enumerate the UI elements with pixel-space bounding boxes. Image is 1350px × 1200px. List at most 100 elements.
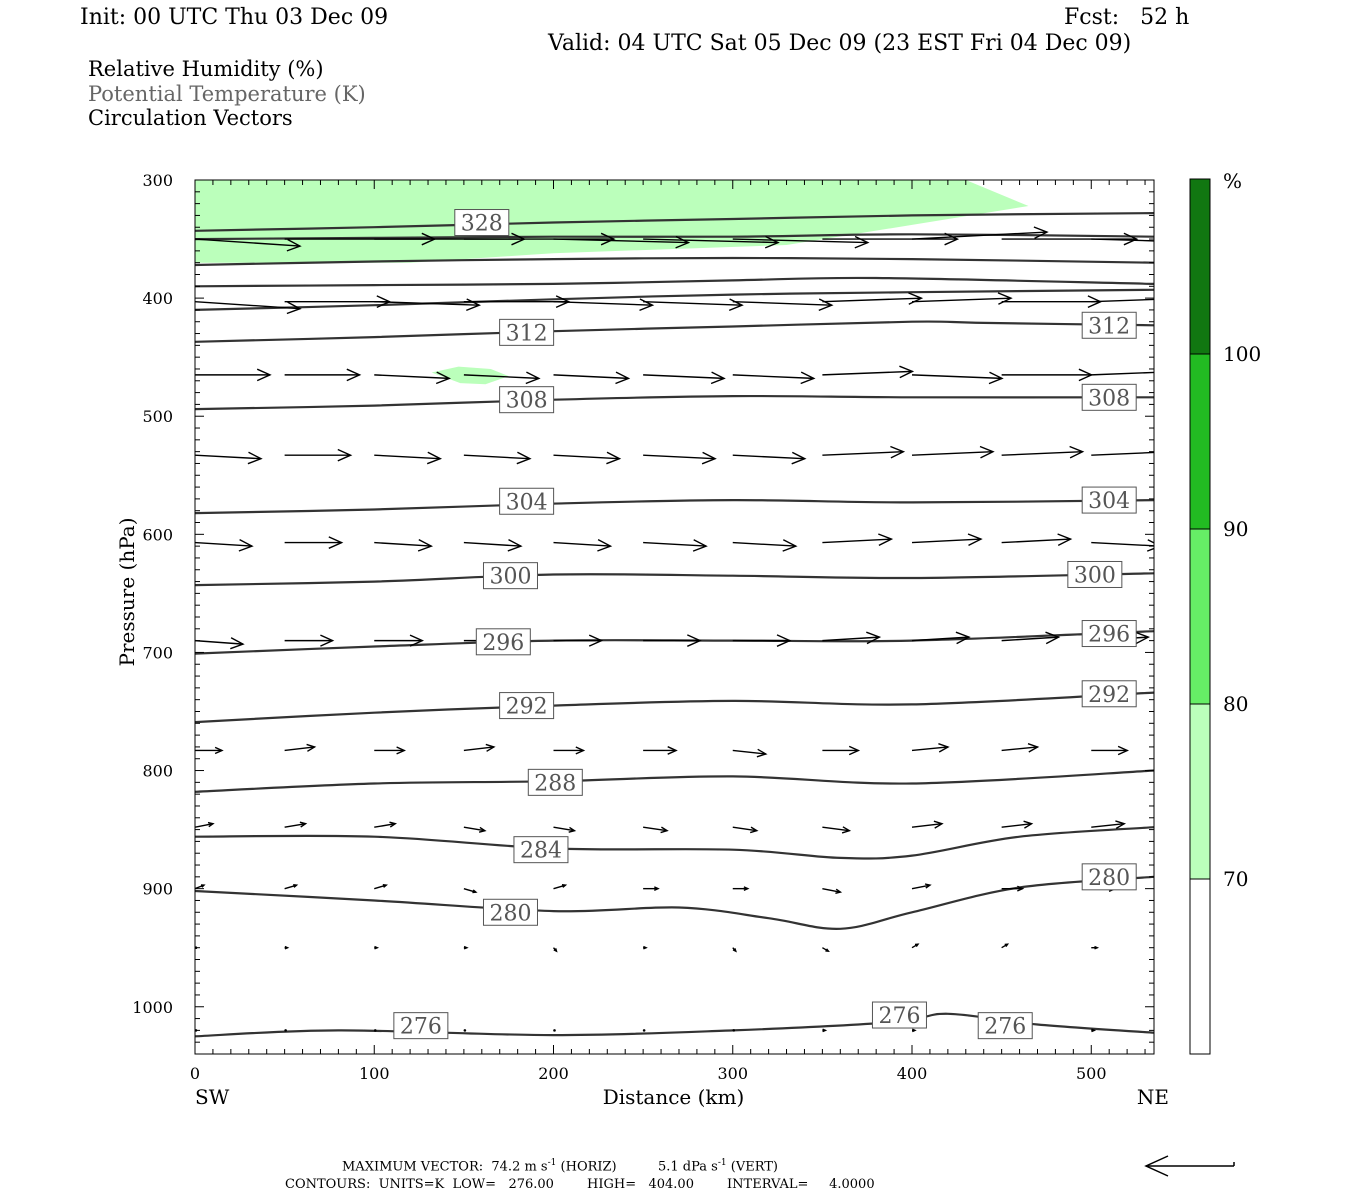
x-axis-label: Distance (km) bbox=[603, 1085, 745, 1109]
vector-head bbox=[507, 538, 523, 552]
colorbar-level-label: 70 bbox=[1223, 867, 1248, 891]
theta-label-box bbox=[1067, 560, 1123, 588]
y-tick-label: 400 bbox=[142, 289, 173, 308]
vector-head bbox=[835, 888, 843, 894]
theta-contour-280 bbox=[195, 875, 1154, 930]
vector-shaft bbox=[553, 884, 566, 890]
vector-arrow bbox=[822, 745, 861, 756]
vector-arrow bbox=[284, 368, 362, 382]
vector-arrow bbox=[1001, 885, 1025, 892]
vector-arrow bbox=[642, 1029, 646, 1032]
vector-arrow bbox=[732, 1029, 736, 1032]
vector-arrow bbox=[1001, 295, 1103, 309]
theta-label-box bbox=[499, 692, 555, 720]
vector-shaft bbox=[374, 541, 432, 547]
theta-label-296: 296 bbox=[475, 628, 531, 656]
vector-shaft bbox=[911, 823, 943, 828]
vector-shaft bbox=[911, 374, 1003, 380]
vector-shaft bbox=[1091, 451, 1154, 456]
vector-arrow bbox=[643, 539, 708, 552]
vector-arrow bbox=[284, 821, 308, 828]
theta-label-276: 276 bbox=[393, 1012, 449, 1040]
vector-head bbox=[286, 238, 302, 252]
init-time: Init: 00 UTC Thu 03 Dec 09 bbox=[80, 5, 389, 30]
circulation-vectors bbox=[195, 226, 1154, 1033]
max-vector-vert-unit: (VERT) bbox=[730, 1159, 779, 1175]
vector-head bbox=[782, 539, 798, 552]
vector-arrow bbox=[463, 538, 523, 552]
theta-label-text: 292 bbox=[506, 695, 548, 720]
vector-shaft bbox=[822, 538, 892, 544]
vector-shaft bbox=[1091, 541, 1154, 547]
theta-label-292: 292 bbox=[1081, 680, 1137, 708]
vector-arrow bbox=[463, 826, 487, 833]
vector-arrow bbox=[911, 445, 995, 459]
vector-head bbox=[409, 634, 425, 647]
vector-arrow bbox=[374, 945, 380, 950]
vector-arrow bbox=[911, 820, 944, 829]
vector-arrow bbox=[374, 746, 407, 755]
vector-head bbox=[337, 448, 353, 462]
vector-arrow bbox=[374, 371, 452, 385]
vector-shaft bbox=[553, 454, 620, 460]
vector-head bbox=[426, 451, 443, 465]
vector-arrow bbox=[911, 743, 950, 753]
vector-head bbox=[1091, 1028, 1097, 1033]
forecast-hour: Fcst: 52 h bbox=[1064, 5, 1190, 30]
vector-head bbox=[914, 943, 920, 948]
x-tick-label: 200 bbox=[538, 1064, 569, 1083]
vector-dot bbox=[642, 1029, 646, 1032]
vector-head bbox=[417, 538, 434, 552]
vector-arrow bbox=[822, 445, 906, 459]
vector-arrow bbox=[463, 1029, 467, 1032]
vector-arrow bbox=[1091, 745, 1130, 756]
theta-label-text: 304 bbox=[1088, 489, 1130, 514]
theta-contour-320 bbox=[195, 256, 1154, 267]
vector-arrow bbox=[822, 365, 915, 379]
vector-head bbox=[938, 743, 950, 753]
vector-arrow bbox=[1091, 238, 1154, 242]
vector-head bbox=[822, 1028, 828, 1033]
legend-relative-humidity: Relative Humidity (%) bbox=[88, 57, 324, 81]
vector-head bbox=[1146, 539, 1154, 552]
vector-arrow bbox=[732, 886, 750, 892]
theta-label-text: 292 bbox=[1088, 683, 1130, 708]
vector-arrow bbox=[1001, 943, 1010, 949]
vector-head bbox=[247, 451, 263, 465]
theta-label-text: 300 bbox=[489, 565, 531, 590]
vector-arrow bbox=[284, 1029, 287, 1032]
theta-contour-288 bbox=[195, 769, 1154, 793]
vector-head bbox=[600, 232, 616, 246]
vector-shaft bbox=[911, 884, 931, 890]
theta-label-box bbox=[475, 628, 531, 656]
vector-arrow bbox=[822, 887, 843, 894]
vector-head bbox=[890, 445, 906, 459]
x-tick-label: 400 bbox=[897, 1064, 928, 1083]
theta-contour-316 bbox=[195, 276, 1154, 288]
vector-head bbox=[575, 746, 586, 755]
vector-head bbox=[435, 371, 452, 385]
theta-label-292: 292 bbox=[499, 692, 555, 720]
vector-shaft bbox=[911, 297, 1012, 303]
vector-head bbox=[1057, 533, 1073, 547]
vector-shaft bbox=[732, 541, 796, 547]
theta-label-text: 312 bbox=[506, 321, 548, 346]
x-end-label-sw: SW bbox=[195, 1085, 230, 1109]
vector-head bbox=[848, 745, 861, 756]
vector-arrow bbox=[552, 947, 558, 953]
vector-head bbox=[667, 746, 678, 755]
vector-head bbox=[284, 945, 290, 950]
vector-shaft bbox=[643, 300, 743, 306]
theta-contour-328 bbox=[195, 212, 1154, 232]
vector-shaft bbox=[374, 300, 480, 306]
vector-arrow bbox=[1001, 445, 1085, 459]
vector-head bbox=[328, 536, 344, 549]
vector-dot bbox=[463, 1029, 467, 1032]
vector-arrow bbox=[911, 533, 983, 547]
vector-shaft bbox=[822, 297, 922, 303]
vector-arrow bbox=[1091, 945, 1100, 950]
vector-arrow bbox=[732, 634, 792, 647]
vector-head bbox=[866, 631, 882, 645]
theta-label-box bbox=[499, 318, 555, 346]
vector-shaft bbox=[732, 826, 757, 832]
